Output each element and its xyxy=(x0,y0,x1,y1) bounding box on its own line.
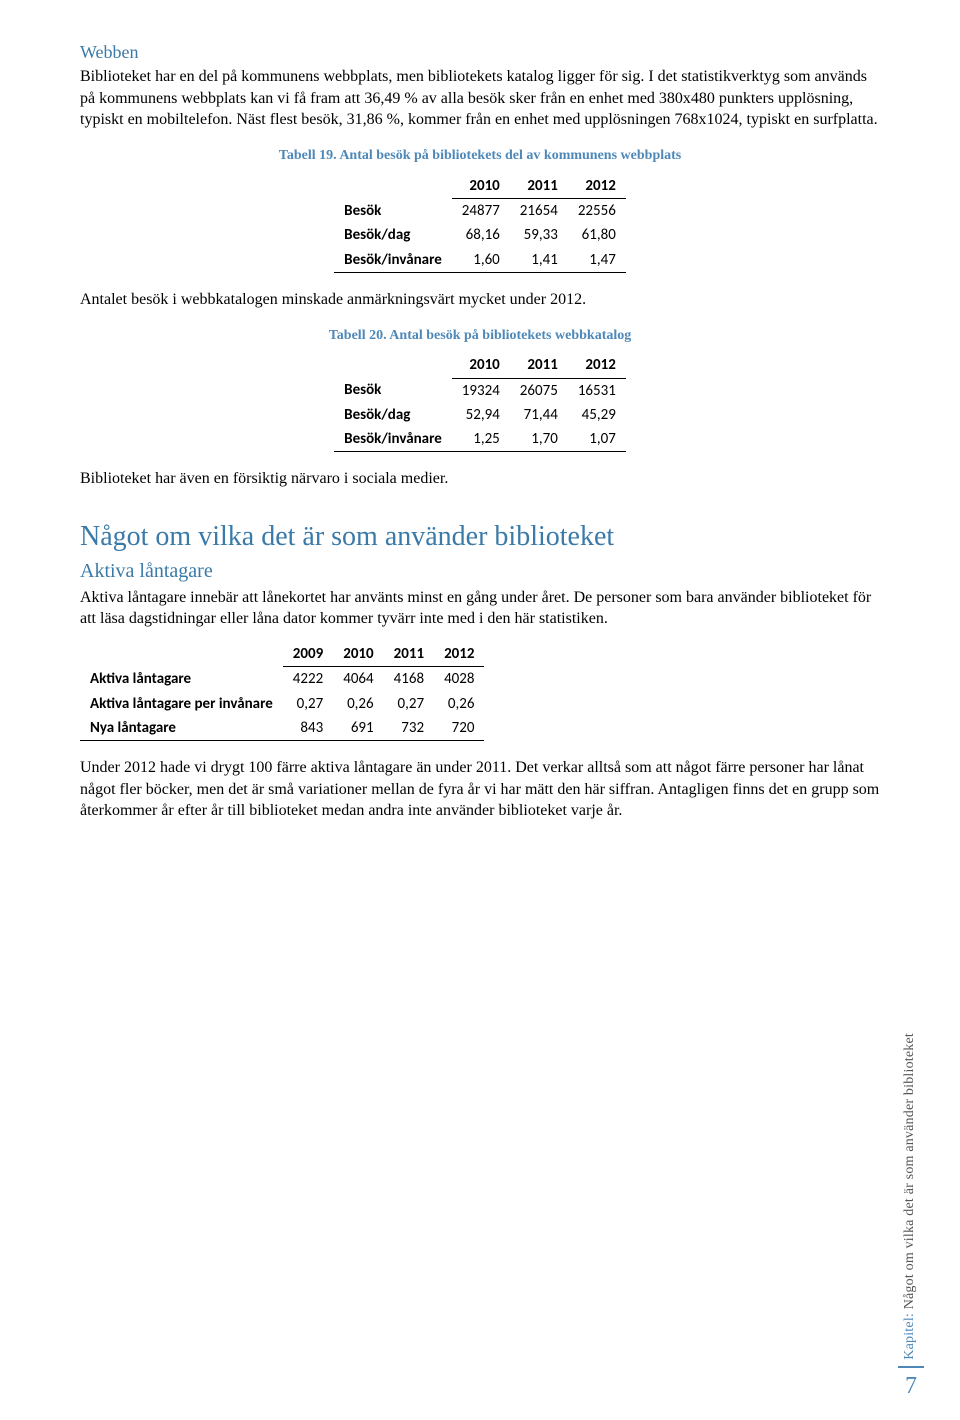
cell xyxy=(334,353,452,378)
cell: Besök/invånare xyxy=(334,248,452,273)
cell: Aktiva låntagare per invånare xyxy=(80,692,283,716)
cell: 61,80 xyxy=(568,223,626,247)
para-aktiva: Aktiva låntagare innebär att lånekortet … xyxy=(80,587,880,630)
cell: 22556 xyxy=(568,199,626,224)
heading-users: Något om vilka det är som använder bibli… xyxy=(80,518,880,556)
cell: 2010 xyxy=(452,174,510,199)
cell: 720 xyxy=(434,716,484,741)
cell: 71,44 xyxy=(510,403,568,427)
para-webben: Biblioteket har en del på kommunens webb… xyxy=(80,66,880,131)
cell: 2012 xyxy=(568,174,626,199)
cell: Nya låntagare xyxy=(80,716,283,741)
cell: Besök/invånare xyxy=(334,427,452,452)
cell: 691 xyxy=(333,716,383,741)
table-20: 2010 2011 2012 Besök 19324 26075 16531 B… xyxy=(334,353,626,452)
cell: 21654 xyxy=(510,199,568,224)
table-aktiva: 2009 2010 2011 2012 Aktiva låntagare 422… xyxy=(80,642,484,741)
table-row: 2010 2011 2012 xyxy=(334,174,626,199)
subheading-aktiva: Aktiva låntagare xyxy=(80,558,880,585)
cell: 732 xyxy=(384,716,434,741)
cell: 2011 xyxy=(384,642,434,667)
cell: 2009 xyxy=(283,642,333,667)
table-row: Besök 19324 26075 16531 xyxy=(334,378,626,403)
cell: 843 xyxy=(283,716,333,741)
para-mid: Antalet besök i webbkatalogen minskade a… xyxy=(80,289,880,311)
chapter-sidebar-label: Kapitel: Något om vilka det är som använ… xyxy=(901,1033,920,1360)
para-social: Biblioteket har även en försiktig närvar… xyxy=(80,468,880,490)
cell: 4168 xyxy=(384,667,434,692)
caption-table19: Tabell 19. Antal besök på bibliotekets d… xyxy=(80,147,880,166)
cell: 0,27 xyxy=(283,692,333,716)
cell: 1,70 xyxy=(510,427,568,452)
cell: Besök xyxy=(334,199,452,224)
cell: Besök/dag xyxy=(334,223,452,247)
cell: 2010 xyxy=(452,353,510,378)
cell: 59,33 xyxy=(510,223,568,247)
cell: 2011 xyxy=(510,174,568,199)
cell: 4064 xyxy=(333,667,383,692)
heading-webben: Webben xyxy=(80,40,880,64)
table-row: Aktiva låntagare per invånare 0,27 0,26 … xyxy=(80,692,484,716)
cell: 2012 xyxy=(568,353,626,378)
cell: 2010 xyxy=(333,642,383,667)
table-row: Besök 24877 21654 22556 xyxy=(334,199,626,224)
cell: 68,16 xyxy=(452,223,510,247)
cell: 52,94 xyxy=(452,403,510,427)
cell: 1,25 xyxy=(452,427,510,452)
cell: 4222 xyxy=(283,667,333,692)
cell: 19324 xyxy=(452,378,510,403)
sidebar-prefix: Kapitel: xyxy=(902,1313,917,1360)
cell: 1,47 xyxy=(568,248,626,273)
cell: 2011 xyxy=(510,353,568,378)
cell: 2012 xyxy=(434,642,484,667)
cell: Besök/dag xyxy=(334,403,452,427)
table-19: 2010 2011 2012 Besök 24877 21654 22556 B… xyxy=(334,174,626,273)
cell: 45,29 xyxy=(568,403,626,427)
cell: 1,07 xyxy=(568,427,626,452)
cell: Besök xyxy=(334,378,452,403)
sidebar-text: Något om vilka det är som använder bibli… xyxy=(902,1033,917,1313)
cell: 26075 xyxy=(510,378,568,403)
cell xyxy=(80,642,283,667)
table-row: Besök/dag 68,16 59,33 61,80 xyxy=(334,223,626,247)
cell: 1,41 xyxy=(510,248,568,273)
cell: 16531 xyxy=(568,378,626,403)
cell: 1,60 xyxy=(452,248,510,273)
table-row: Besök/invånare 1,60 1,41 1,47 xyxy=(334,248,626,273)
table-row: 2010 2011 2012 xyxy=(334,353,626,378)
cell: 0,26 xyxy=(434,692,484,716)
cell: 24877 xyxy=(452,199,510,224)
cell: Aktiva låntagare xyxy=(80,667,283,692)
table-row: Besök/invånare 1,25 1,70 1,07 xyxy=(334,427,626,452)
table-row: 2009 2010 2011 2012 xyxy=(80,642,484,667)
table-row: Besök/dag 52,94 71,44 45,29 xyxy=(334,403,626,427)
cell: 4028 xyxy=(434,667,484,692)
cell: 0,27 xyxy=(384,692,434,716)
caption-table20: Tabell 20. Antal besök på bibliotekets w… xyxy=(80,327,880,346)
page-number: 7 xyxy=(898,1366,924,1402)
table-row: Nya låntagare 843 691 732 720 xyxy=(80,716,484,741)
cell xyxy=(334,174,452,199)
table-row: Aktiva låntagare 4222 4064 4168 4028 xyxy=(80,667,484,692)
cell: 0,26 xyxy=(333,692,383,716)
para-final: Under 2012 hade vi drygt 100 färre aktiv… xyxy=(80,757,880,822)
